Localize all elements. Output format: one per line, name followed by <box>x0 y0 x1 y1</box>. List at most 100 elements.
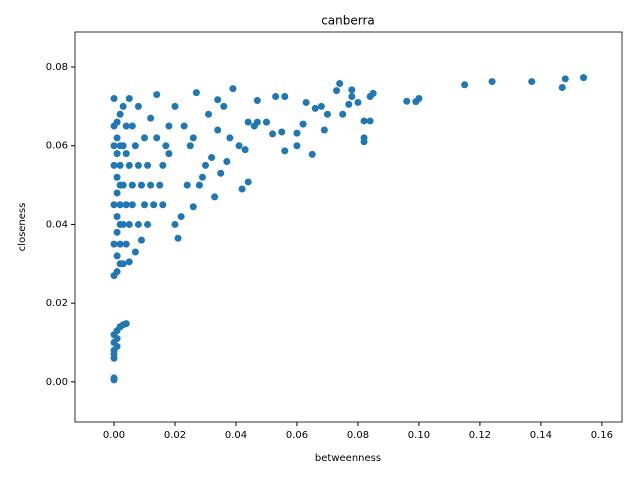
point <box>159 161 167 169</box>
point <box>141 134 149 142</box>
point <box>580 74 588 82</box>
point <box>186 142 194 150</box>
point <box>116 260 124 268</box>
point <box>238 185 246 193</box>
point <box>323 110 331 118</box>
point <box>317 102 325 110</box>
point <box>281 147 289 155</box>
point <box>113 173 121 181</box>
point <box>345 100 353 108</box>
point <box>320 126 328 134</box>
point <box>131 142 139 150</box>
point <box>192 89 200 97</box>
point <box>116 161 124 169</box>
x-tick-label: 0.16 <box>591 430 613 441</box>
y-tick-label: 0.00 <box>46 377 68 388</box>
point <box>311 104 319 112</box>
point <box>293 129 301 137</box>
point <box>110 272 118 280</box>
point <box>113 228 121 236</box>
x-tick-label: 0.08 <box>347 430 369 441</box>
x-tick-label: 0.12 <box>469 430 491 441</box>
x-tick-label: 0.04 <box>225 430 247 441</box>
point <box>119 102 127 110</box>
point <box>177 213 185 221</box>
point <box>171 102 179 110</box>
point <box>223 157 231 165</box>
point <box>122 240 130 248</box>
point <box>241 146 249 154</box>
point <box>122 320 130 328</box>
point <box>403 97 411 105</box>
point <box>144 220 152 228</box>
x-tick-label: 0.10 <box>408 430 430 441</box>
point <box>366 117 374 125</box>
point <box>360 138 368 146</box>
point <box>205 110 213 118</box>
point <box>281 93 289 101</box>
point <box>122 150 130 158</box>
point <box>134 220 142 228</box>
point <box>113 252 121 260</box>
point <box>302 98 310 106</box>
point <box>119 220 127 228</box>
point <box>113 213 121 221</box>
point <box>278 128 286 136</box>
point <box>220 102 228 110</box>
point <box>217 169 225 177</box>
point <box>253 96 261 104</box>
point <box>137 181 145 189</box>
x-tick-label: 0.14 <box>530 430 552 441</box>
point <box>165 122 173 130</box>
x-axis-label: betweenness <box>315 453 381 464</box>
point <box>110 142 118 150</box>
point <box>354 98 362 106</box>
point <box>174 234 182 242</box>
point <box>488 78 496 86</box>
point <box>131 248 139 256</box>
point <box>113 342 121 350</box>
y-tick-label: 0.06 <box>46 141 68 152</box>
point <box>201 161 209 169</box>
point <box>171 220 179 228</box>
point <box>269 130 277 138</box>
point <box>113 335 121 343</box>
point <box>116 110 124 118</box>
point <box>235 142 243 150</box>
point <box>189 203 197 211</box>
point <box>110 374 118 382</box>
point <box>110 95 118 103</box>
point <box>125 161 133 169</box>
point <box>244 118 252 126</box>
point <box>113 150 121 158</box>
point <box>113 134 121 142</box>
point <box>116 240 124 248</box>
y-axis-label: closeness <box>17 203 28 252</box>
point <box>128 181 136 189</box>
point <box>113 189 121 197</box>
point <box>308 150 316 158</box>
point <box>558 83 566 91</box>
point <box>211 193 219 201</box>
point <box>134 102 142 110</box>
point <box>141 201 149 209</box>
point <box>528 78 536 86</box>
point <box>122 122 130 130</box>
point <box>144 161 152 169</box>
point <box>348 93 356 101</box>
x-tick-label: 0.06 <box>286 430 308 441</box>
point <box>165 150 173 158</box>
point <box>244 178 252 186</box>
point <box>189 134 197 142</box>
point <box>150 201 158 209</box>
y-tick-label: 0.02 <box>46 298 68 309</box>
point <box>147 181 155 189</box>
point <box>226 134 234 142</box>
point <box>214 126 222 134</box>
point <box>348 86 356 94</box>
point <box>159 201 167 209</box>
point <box>366 93 374 101</box>
point <box>128 122 136 130</box>
chart-title: canberra <box>321 14 375 28</box>
